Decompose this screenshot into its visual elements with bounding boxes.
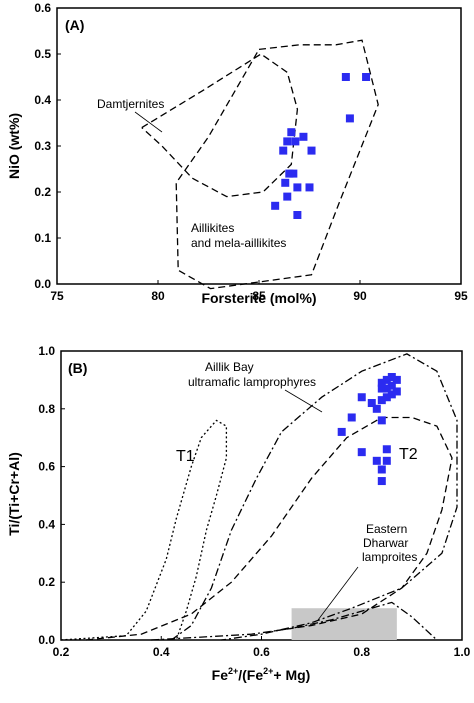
data-point <box>283 137 292 146</box>
y-tick-label: 0.6 <box>38 460 55 474</box>
x-tick-label: 0.2 <box>53 645 70 659</box>
data-point <box>387 381 396 390</box>
panel-b-xlabel: Fe2+/(Fe2++ Mg) <box>212 666 311 683</box>
data-point <box>307 146 316 155</box>
data-point <box>279 146 288 155</box>
data-point <box>347 413 356 422</box>
data-point <box>357 393 366 402</box>
data-point <box>289 169 298 178</box>
panel-b-label: (B) <box>68 360 87 376</box>
x-tick-label: 1.0 <box>454 645 471 659</box>
y-tick-label: 0.0 <box>34 277 51 291</box>
eastern-dharwar-label-line1: Eastern <box>366 522 407 536</box>
panel-b-points <box>337 373 401 486</box>
data-point <box>377 378 386 387</box>
x-tick-label: 0.6 <box>253 645 270 659</box>
data-point <box>392 375 401 384</box>
eastern-dharwar-label-line2: Dharwar <box>363 536 408 550</box>
panel-a-points <box>271 73 371 219</box>
y-tick-label: 0.0 <box>38 633 55 647</box>
data-point <box>291 137 300 146</box>
y-tick-label: 1.0 <box>38 344 55 358</box>
data-point <box>377 396 386 405</box>
data-point <box>382 393 391 402</box>
data-point <box>283 192 292 201</box>
y-tick-label: 0.3 <box>34 139 51 153</box>
panel-b-ylabel: Ti/(Ti+Cr+Al) <box>6 452 22 536</box>
eastern-dharwar-box <box>291 608 397 640</box>
y-tick-label: 0.5 <box>34 47 51 61</box>
data-point <box>382 384 391 393</box>
data-point <box>377 465 386 474</box>
y-tick-label: 0.4 <box>34 93 51 107</box>
data-point <box>382 445 391 454</box>
data-point <box>362 73 371 81</box>
y-tick-label: 0.8 <box>38 402 55 416</box>
t1-label: T1 <box>176 448 195 465</box>
damtjernites-leader <box>134 111 163 133</box>
field-outline-damtjernites <box>141 53 299 198</box>
data-point <box>392 387 401 396</box>
aillikites-label-line2: and mela-aillikites <box>191 236 286 250</box>
panel-b-frame <box>60 350 463 641</box>
data-point <box>377 384 386 393</box>
field-outline-aillik-bay-ultramafic-lamprophyres <box>170 353 458 641</box>
field-outline-t1 <box>60 419 228 641</box>
panel-a-xlabel: Forsterite (mol%) <box>201 290 316 306</box>
x-tick-label: 95 <box>454 289 468 303</box>
x-tick-label: 0.8 <box>353 645 370 659</box>
data-point <box>293 211 302 219</box>
data-point <box>387 390 396 399</box>
eastern-dharwar-leader <box>317 566 359 621</box>
x-tick-label: 75 <box>50 289 64 303</box>
data-point <box>382 456 391 465</box>
t2-label: T2 <box>399 446 418 463</box>
data-point <box>293 183 302 192</box>
data-point <box>271 201 280 210</box>
x-tick-label: 85 <box>252 289 266 303</box>
y-tick-label: 0.2 <box>34 185 51 199</box>
panel-a-ticks: 75 80 85 90 95 0.0 0.1 0.2 0.3 0.4 0.5 0.6 <box>34 1 468 303</box>
y-tick-label: 0.1 <box>34 231 51 245</box>
aillik-bay-label-line1: Aillik Bay <box>205 360 254 374</box>
data-point <box>337 427 346 436</box>
data-point <box>382 375 391 384</box>
panel-b-ticks: 0.2 0.4 0.6 0.8 1.00.00.20.40.60.81.0 <box>38 344 470 659</box>
damtjernites-label: Damtjernites <box>97 97 164 111</box>
x-tick-label: 0.4 <box>153 645 170 659</box>
data-point <box>345 114 354 123</box>
data-point <box>372 456 381 465</box>
data-point <box>341 73 350 81</box>
panel-b: 0.2 0.4 0.6 0.8 1.00.00.20.40.60.81.0 (B) Ai… <box>6 344 471 683</box>
data-point <box>305 183 314 192</box>
data-point <box>387 373 396 382</box>
x-tick-label: 80 <box>151 289 165 303</box>
field-outline-t2 <box>86 416 453 641</box>
y-tick-label: 0.2 <box>38 575 55 589</box>
eastern-dharwar-label-line3: lamproites <box>362 550 417 564</box>
data-point <box>377 477 386 486</box>
data-point <box>372 404 381 413</box>
data-point <box>357 448 366 457</box>
panel-a-label: (A) <box>65 17 84 33</box>
aillik-bay-leader <box>284 389 323 413</box>
y-tick-label: 0.6 <box>34 1 51 15</box>
y-tick-label: 0.4 <box>38 517 55 531</box>
field-outline-aillikites <box>175 39 379 290</box>
data-point <box>281 178 290 187</box>
x-tick-label: 90 <box>353 289 367 303</box>
panel-a: 75 80 85 90 95 0.0 0.1 0.2 0.3 0.4 0.5 0.6 (A) Damt… <box>6 1 468 306</box>
panel-a-ylabel: NiO (wt%) <box>6 113 22 179</box>
panel-a-fields <box>141 39 379 290</box>
field-outline-eastern-dharwar-lamproites <box>151 601 438 641</box>
data-point <box>285 169 294 178</box>
aillik-bay-label-line2: ultramafic lamprophyres <box>188 375 316 389</box>
data-point <box>299 132 308 141</box>
aillikites-label-line1: Aillikites <box>191 221 234 235</box>
data-point <box>377 416 386 425</box>
panel-b-fields <box>60 353 458 641</box>
data-point <box>287 128 296 137</box>
data-point <box>367 399 376 408</box>
